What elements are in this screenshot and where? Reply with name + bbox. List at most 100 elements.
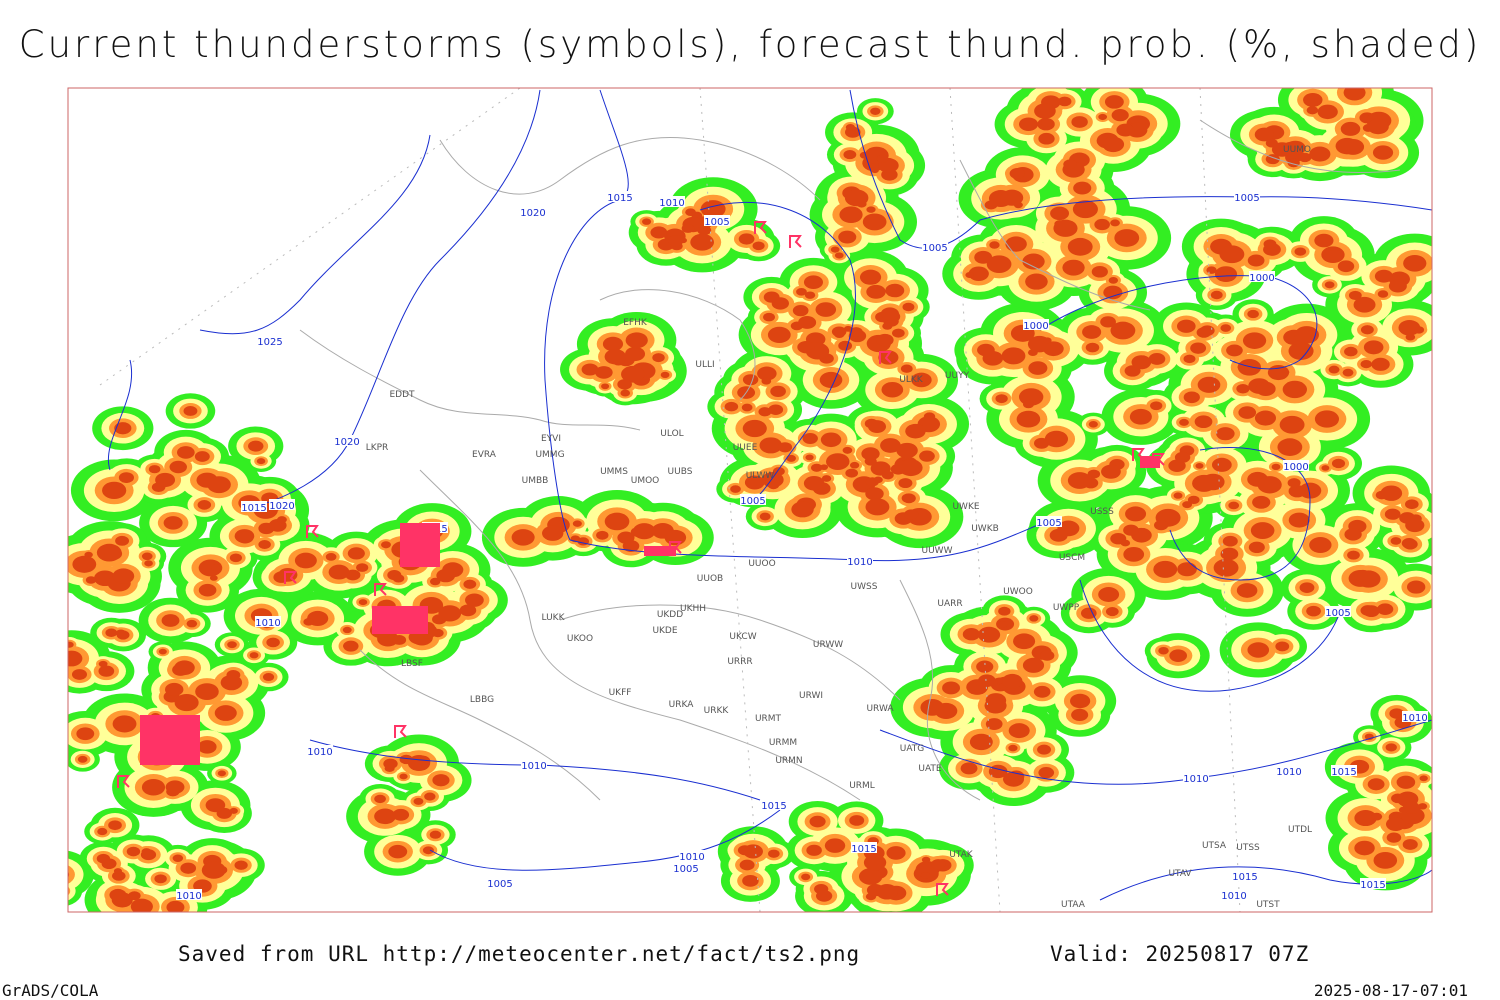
shade-red	[1406, 580, 1426, 594]
shade-red	[826, 453, 850, 470]
shade-red	[881, 381, 904, 398]
shade-red	[1419, 775, 1428, 782]
shade-red	[1085, 342, 1100, 353]
shade-red	[742, 874, 759, 887]
isobar-label: 1005	[1036, 518, 1061, 529]
shade-red	[876, 333, 894, 347]
shade-red	[865, 487, 884, 501]
shade-red	[1254, 127, 1275, 142]
station-label: UTAV	[1168, 869, 1192, 879]
shade-red	[652, 353, 665, 363]
shade-red	[1299, 582, 1315, 593]
shade-red	[112, 715, 137, 733]
shade-red	[1022, 400, 1034, 409]
shade-red	[211, 564, 222, 572]
shade-red	[681, 223, 695, 233]
shade-red	[172, 663, 189, 676]
station-label: EDDT	[389, 390, 415, 400]
isobar-label: 1000	[1023, 321, 1048, 332]
shade-red	[1027, 349, 1038, 357]
shade-red	[604, 349, 627, 365]
shade-red	[931, 859, 946, 870]
shade-red	[141, 848, 152, 856]
shade-red	[1091, 265, 1108, 278]
shade-red	[1353, 296, 1376, 313]
coastline	[439, 136, 821, 201]
shade-red	[1063, 159, 1077, 170]
shade-red	[1008, 723, 1030, 739]
shade-red	[113, 868, 123, 874]
station-label: USCM	[1059, 553, 1085, 563]
shade-red	[1238, 406, 1257, 419]
shade-red	[744, 475, 765, 490]
shade-red	[962, 628, 981, 641]
shade-red	[742, 374, 759, 386]
station-label: ULOL	[660, 429, 683, 439]
shade-red	[1174, 451, 1191, 463]
shade-red	[1192, 474, 1216, 492]
shade-red	[392, 574, 405, 583]
shade-red	[68, 867, 70, 882]
shade-red	[974, 250, 993, 264]
shade-red	[542, 525, 564, 541]
shade-red	[1354, 569, 1372, 582]
shade-red	[622, 540, 640, 552]
station-label: UMMG	[535, 450, 564, 460]
shade-red	[797, 340, 815, 354]
station-label: UTDL	[1288, 825, 1312, 835]
shade-red	[685, 208, 696, 217]
shade-red	[824, 838, 846, 853]
shade-red	[392, 808, 410, 821]
shade-red	[1236, 583, 1258, 598]
shade-red	[742, 419, 767, 438]
shade-red	[438, 605, 462, 622]
shade-red	[831, 326, 847, 337]
shade-red	[1309, 537, 1332, 553]
shade-red	[905, 423, 926, 439]
shade-red	[1403, 254, 1427, 272]
shade-red	[1210, 290, 1223, 300]
shade-red	[1342, 368, 1354, 377]
shade-red	[976, 660, 994, 673]
shade-red	[109, 888, 127, 902]
shade-red	[803, 275, 824, 290]
shade-red	[141, 552, 153, 561]
shade-red	[166, 900, 185, 912]
shade-red	[911, 372, 932, 388]
shade-red	[1277, 438, 1303, 456]
shade-red	[1309, 146, 1331, 162]
shade-red	[54, 887, 66, 896]
isobar-label: 1020	[520, 208, 545, 219]
shade-red	[830, 246, 840, 253]
shade-red	[763, 312, 775, 322]
shade-red	[277, 516, 287, 524]
shade-red	[805, 454, 814, 461]
shade-red	[617, 379, 632, 390]
shade-red	[768, 404, 784, 415]
shade-red	[1377, 603, 1394, 615]
shade-red	[1037, 744, 1052, 755]
station-label: UUBS	[668, 467, 693, 477]
shade-red	[770, 385, 786, 397]
shade-red	[154, 874, 167, 884]
station-label: ULKK	[899, 375, 924, 385]
shade-red	[815, 302, 837, 317]
shade-red	[1153, 560, 1178, 578]
station-label: UMOO	[631, 476, 660, 486]
shade-red	[1396, 775, 1416, 789]
shade-red	[798, 316, 817, 329]
shade-red	[1371, 812, 1383, 821]
isobar-label: 1010	[1276, 767, 1301, 778]
shade-red	[595, 366, 613, 379]
station-label: UWSS	[851, 582, 878, 592]
shade-red	[392, 635, 407, 645]
shade-red	[163, 516, 183, 530]
shade-red	[1247, 309, 1259, 319]
shade-red	[621, 365, 645, 383]
shade-red	[1028, 361, 1048, 375]
shade-red	[803, 475, 825, 491]
shade-red	[630, 527, 645, 537]
isobar-label: 1025	[257, 337, 282, 348]
shade-red	[842, 446, 853, 454]
shade-red	[76, 727, 95, 741]
